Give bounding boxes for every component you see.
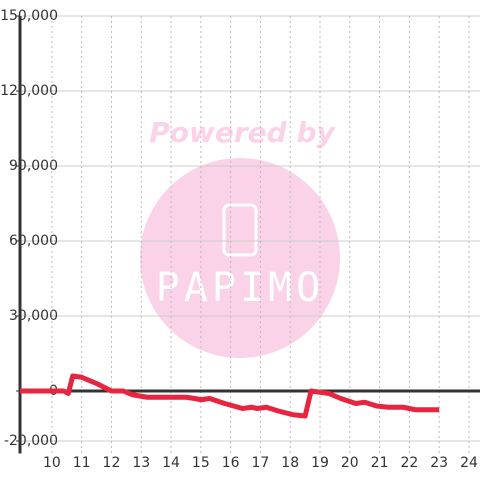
x-tick-label: 21 [371,455,389,471]
x-tick-label: 19 [311,455,329,471]
y-tick-label: -20,000 [4,433,58,449]
x-tick-label: 15 [192,455,210,471]
x-tick-label: 18 [281,455,299,471]
y-tick-label: 150,000 [0,8,58,24]
x-tick-label: 22 [400,455,418,471]
line [20,373,440,419]
x-tick-label: 16 [222,455,240,471]
x-tick-label: 13 [132,455,150,471]
x-tick-label: 11 [73,455,91,471]
y-tick-label: 30,000 [9,308,58,324]
watermark-circle [140,158,340,358]
x-tick-label: 20 [341,455,359,471]
x-tick-label: 14 [162,455,180,471]
x-tick-label: 12 [103,455,121,471]
x-tick-label: 23 [430,455,448,471]
x-tick-label: 17 [252,455,270,471]
x-tick-label: 10 [43,455,61,471]
y-tick-label: 60,000 [9,233,58,249]
watermark-text: Powered by [149,116,336,149]
watermark-icon [222,203,258,257]
y-tick-label: 120,000 [0,83,58,99]
watermark-logo: PAPIMO [156,265,325,311]
y-tick-label: 90,000 [9,158,58,174]
x-tick-label: 24 [460,455,478,471]
